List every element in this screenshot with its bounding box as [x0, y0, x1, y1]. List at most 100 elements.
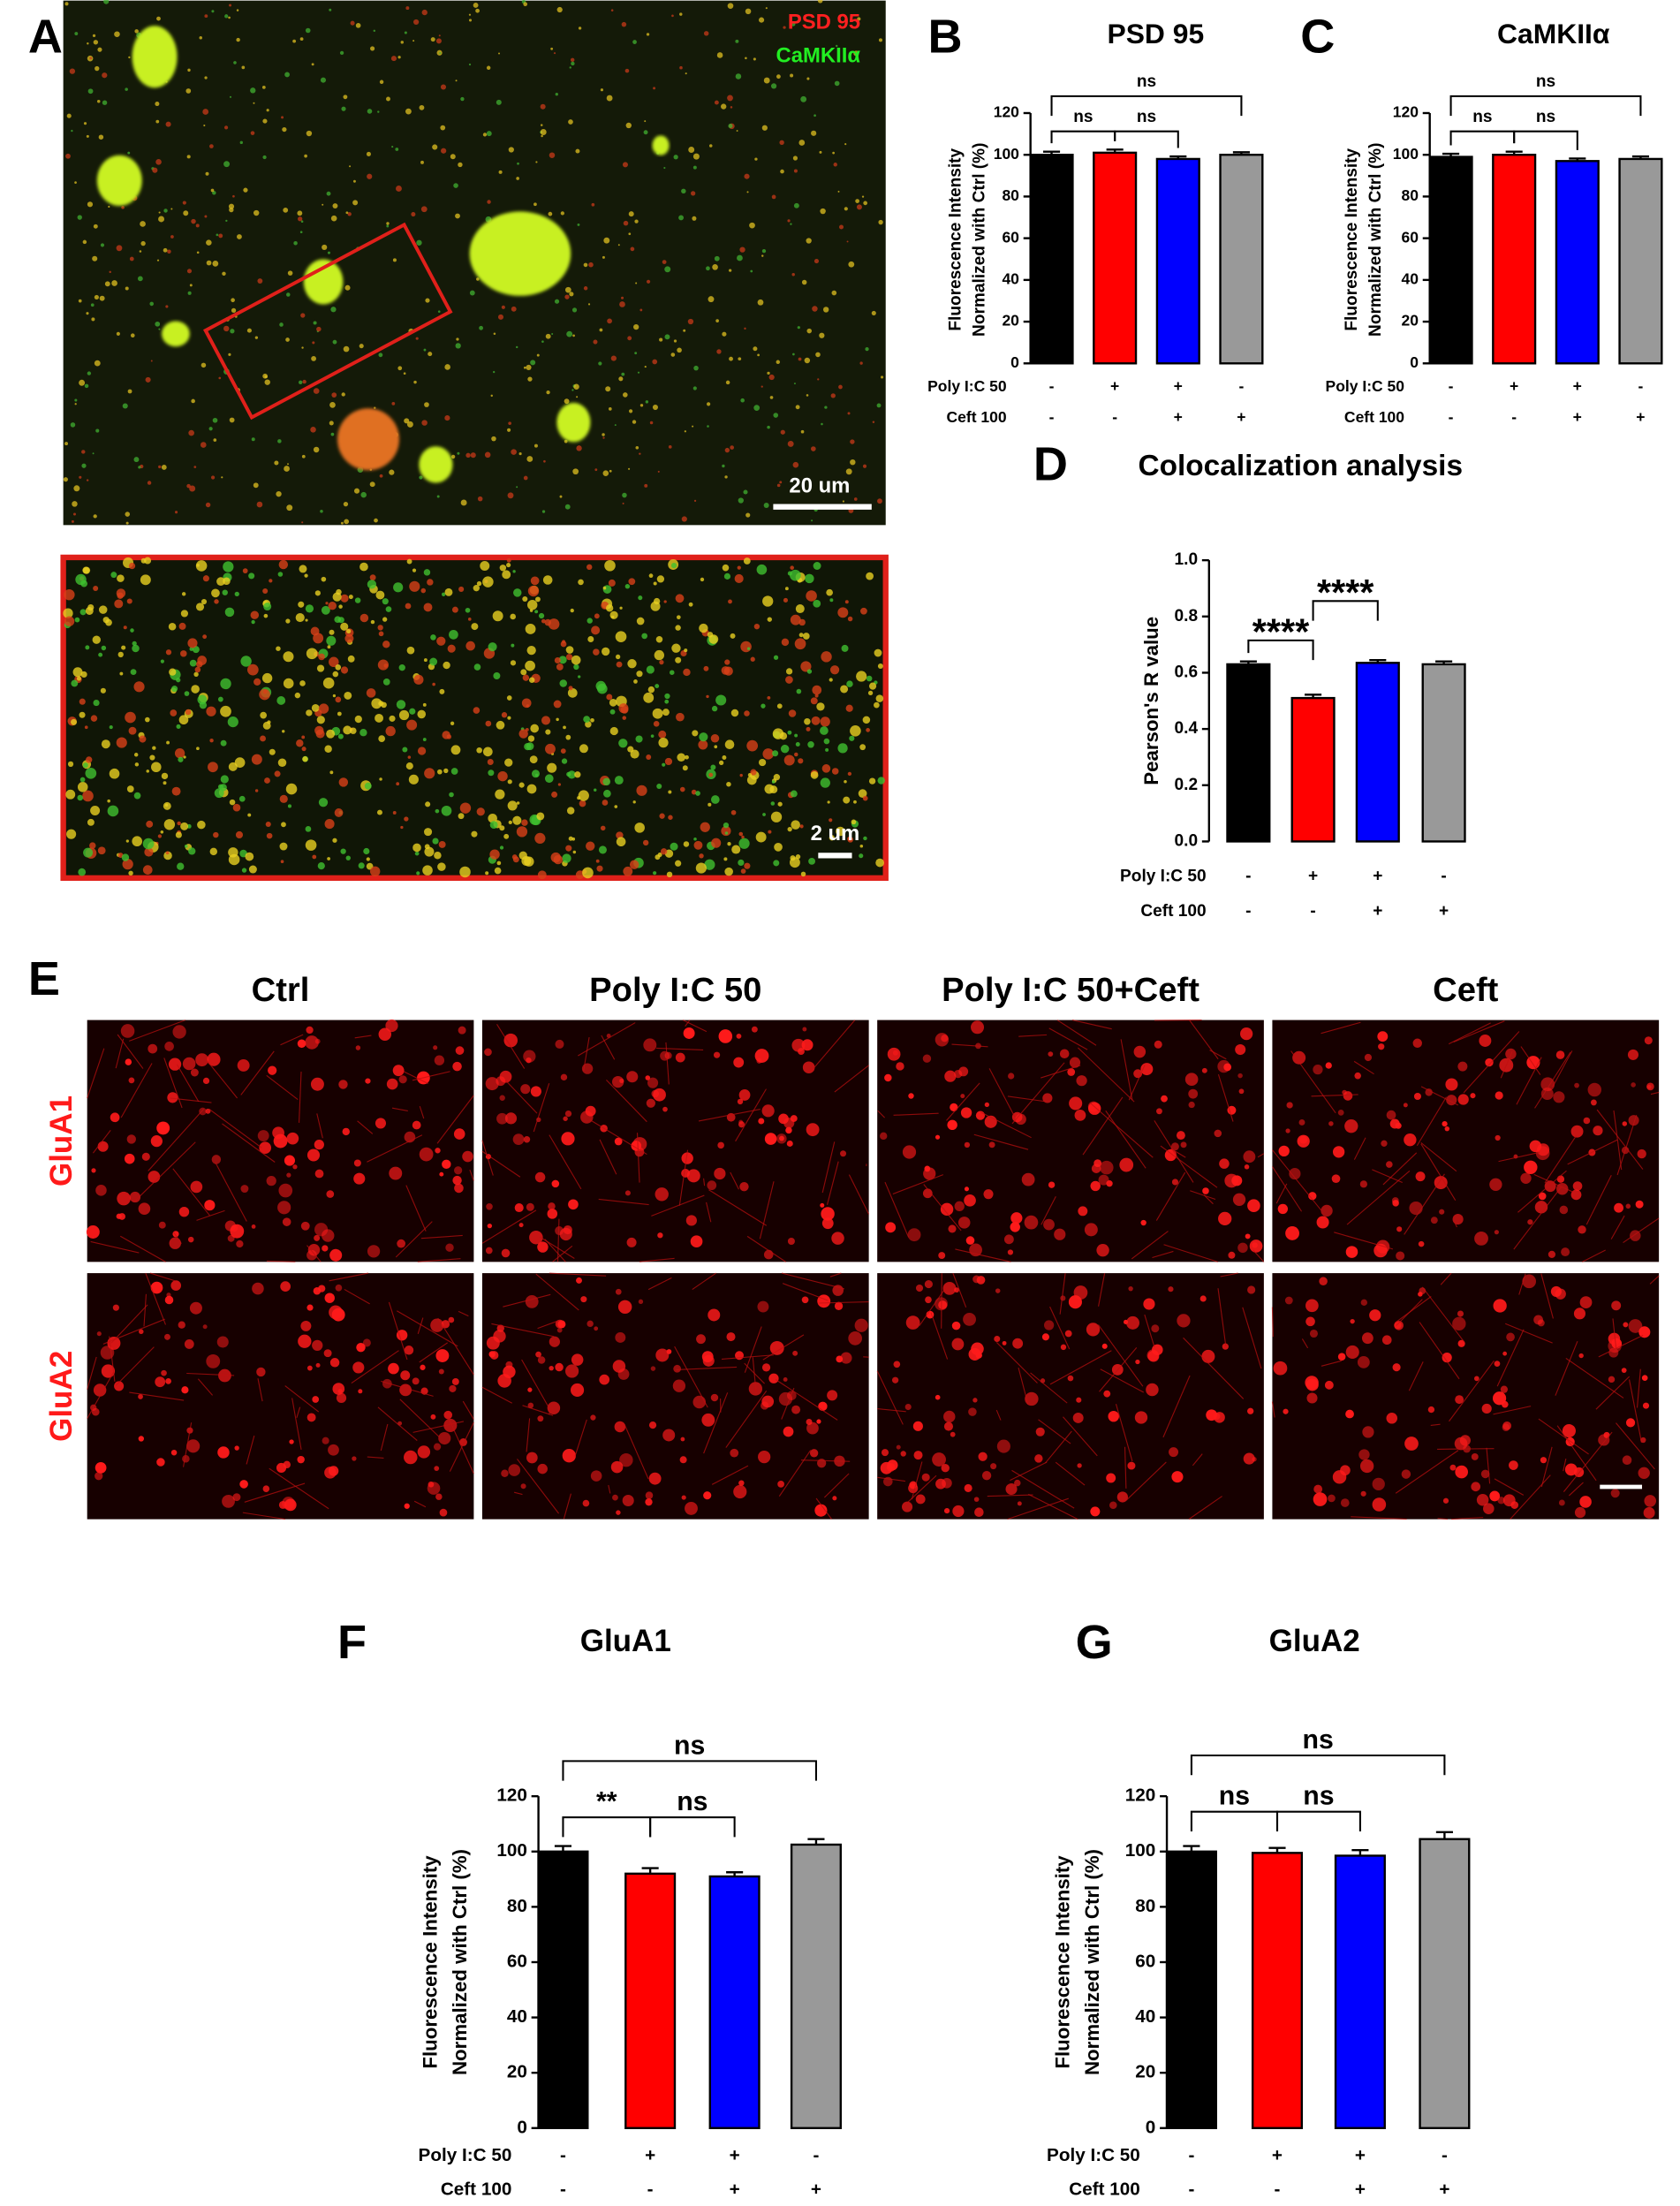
neuron — [1377, 1031, 1389, 1042]
neuron — [968, 1347, 981, 1361]
speckle — [211, 588, 220, 598]
y-tick-label: 40 — [1401, 269, 1419, 287]
speckle — [829, 598, 834, 603]
neuron — [239, 1480, 248, 1489]
neurite — [930, 1312, 949, 1360]
neurite — [1271, 1149, 1322, 1211]
neurite — [1520, 1046, 1541, 1075]
neuron — [1240, 1027, 1253, 1041]
neuron — [96, 1331, 102, 1337]
speckle — [783, 26, 786, 29]
speckle — [737, 254, 743, 262]
speckle — [606, 694, 613, 701]
speckle — [724, 867, 733, 876]
neuron — [1171, 1471, 1184, 1483]
speckle — [369, 481, 375, 488]
speckle — [234, 757, 246, 768]
neuron — [399, 1383, 412, 1397]
speckle — [707, 402, 711, 406]
speckle — [416, 239, 422, 246]
speckle — [497, 314, 504, 320]
speckle — [250, 87, 256, 94]
neurite — [1430, 1423, 1441, 1427]
speckle — [602, 470, 609, 476]
speckle — [850, 459, 856, 466]
speckle — [332, 671, 339, 678]
speckle — [128, 562, 136, 570]
speckle — [658, 730, 667, 739]
speckle — [87, 42, 89, 45]
speckle — [367, 109, 373, 114]
neuron — [783, 1426, 794, 1437]
neuron — [438, 1368, 444, 1375]
neuron — [922, 1188, 933, 1199]
speckle — [223, 577, 231, 586]
speckle — [795, 742, 800, 747]
speckle — [66, 113, 72, 118]
speckle — [823, 738, 830, 745]
speckle — [64, 442, 68, 446]
speckle — [507, 779, 512, 785]
neurite — [367, 1456, 384, 1459]
speckle — [633, 679, 638, 684]
speckle — [423, 658, 428, 663]
neurite — [1045, 1430, 1072, 1464]
speckle — [636, 671, 643, 678]
neuron — [453, 1128, 465, 1140]
speckle — [92, 34, 96, 38]
neuron — [1332, 1146, 1345, 1158]
speckle — [664, 693, 670, 700]
neurite — [892, 1174, 943, 1195]
speckle — [511, 449, 517, 455]
speckle — [853, 497, 858, 501]
speckle — [877, 498, 882, 504]
neuron — [526, 1202, 534, 1211]
speckle — [165, 649, 172, 656]
speckle — [74, 398, 78, 402]
neurite — [1610, 1215, 1625, 1239]
treatment-sign: + — [1636, 408, 1645, 426]
speckle — [545, 333, 551, 339]
neuron — [908, 1093, 914, 1099]
speckle — [646, 33, 650, 36]
neuron — [417, 1445, 431, 1459]
speckle — [806, 238, 812, 244]
speckle — [747, 773, 753, 777]
speckle — [107, 805, 119, 817]
speckle — [767, 371, 770, 375]
speckle — [284, 466, 290, 472]
bar — [1155, 157, 1200, 365]
speckle — [723, 666, 733, 676]
neuron — [924, 1280, 933, 1289]
speckle — [804, 357, 811, 364]
speckle — [155, 119, 160, 124]
speckle — [116, 245, 123, 252]
neuron — [95, 1472, 103, 1481]
neuron — [1074, 1109, 1086, 1121]
speckle — [262, 155, 267, 160]
neurite — [269, 1467, 329, 1510]
speckle — [264, 375, 268, 379]
speckle — [266, 832, 273, 839]
speckle — [753, 405, 761, 411]
speckle — [205, 171, 209, 176]
speckle — [790, 790, 798, 798]
bar — [537, 1850, 589, 2129]
speckle — [527, 599, 538, 610]
speckle — [767, 425, 770, 429]
neuron — [834, 1301, 844, 1310]
neurite — [692, 1272, 716, 1290]
speckle — [70, 422, 76, 428]
speckle — [771, 194, 776, 200]
neurite — [1454, 1221, 1457, 1228]
speckle — [740, 641, 752, 653]
speckle — [538, 612, 545, 619]
neuron — [1540, 1077, 1555, 1092]
bar — [1618, 157, 1663, 365]
row-label: GluA2 — [44, 1351, 79, 1442]
neuron — [141, 1152, 150, 1161]
speckle — [109, 270, 111, 274]
neuron — [306, 1365, 313, 1371]
speckle — [228, 853, 240, 866]
speckle — [735, 73, 742, 80]
